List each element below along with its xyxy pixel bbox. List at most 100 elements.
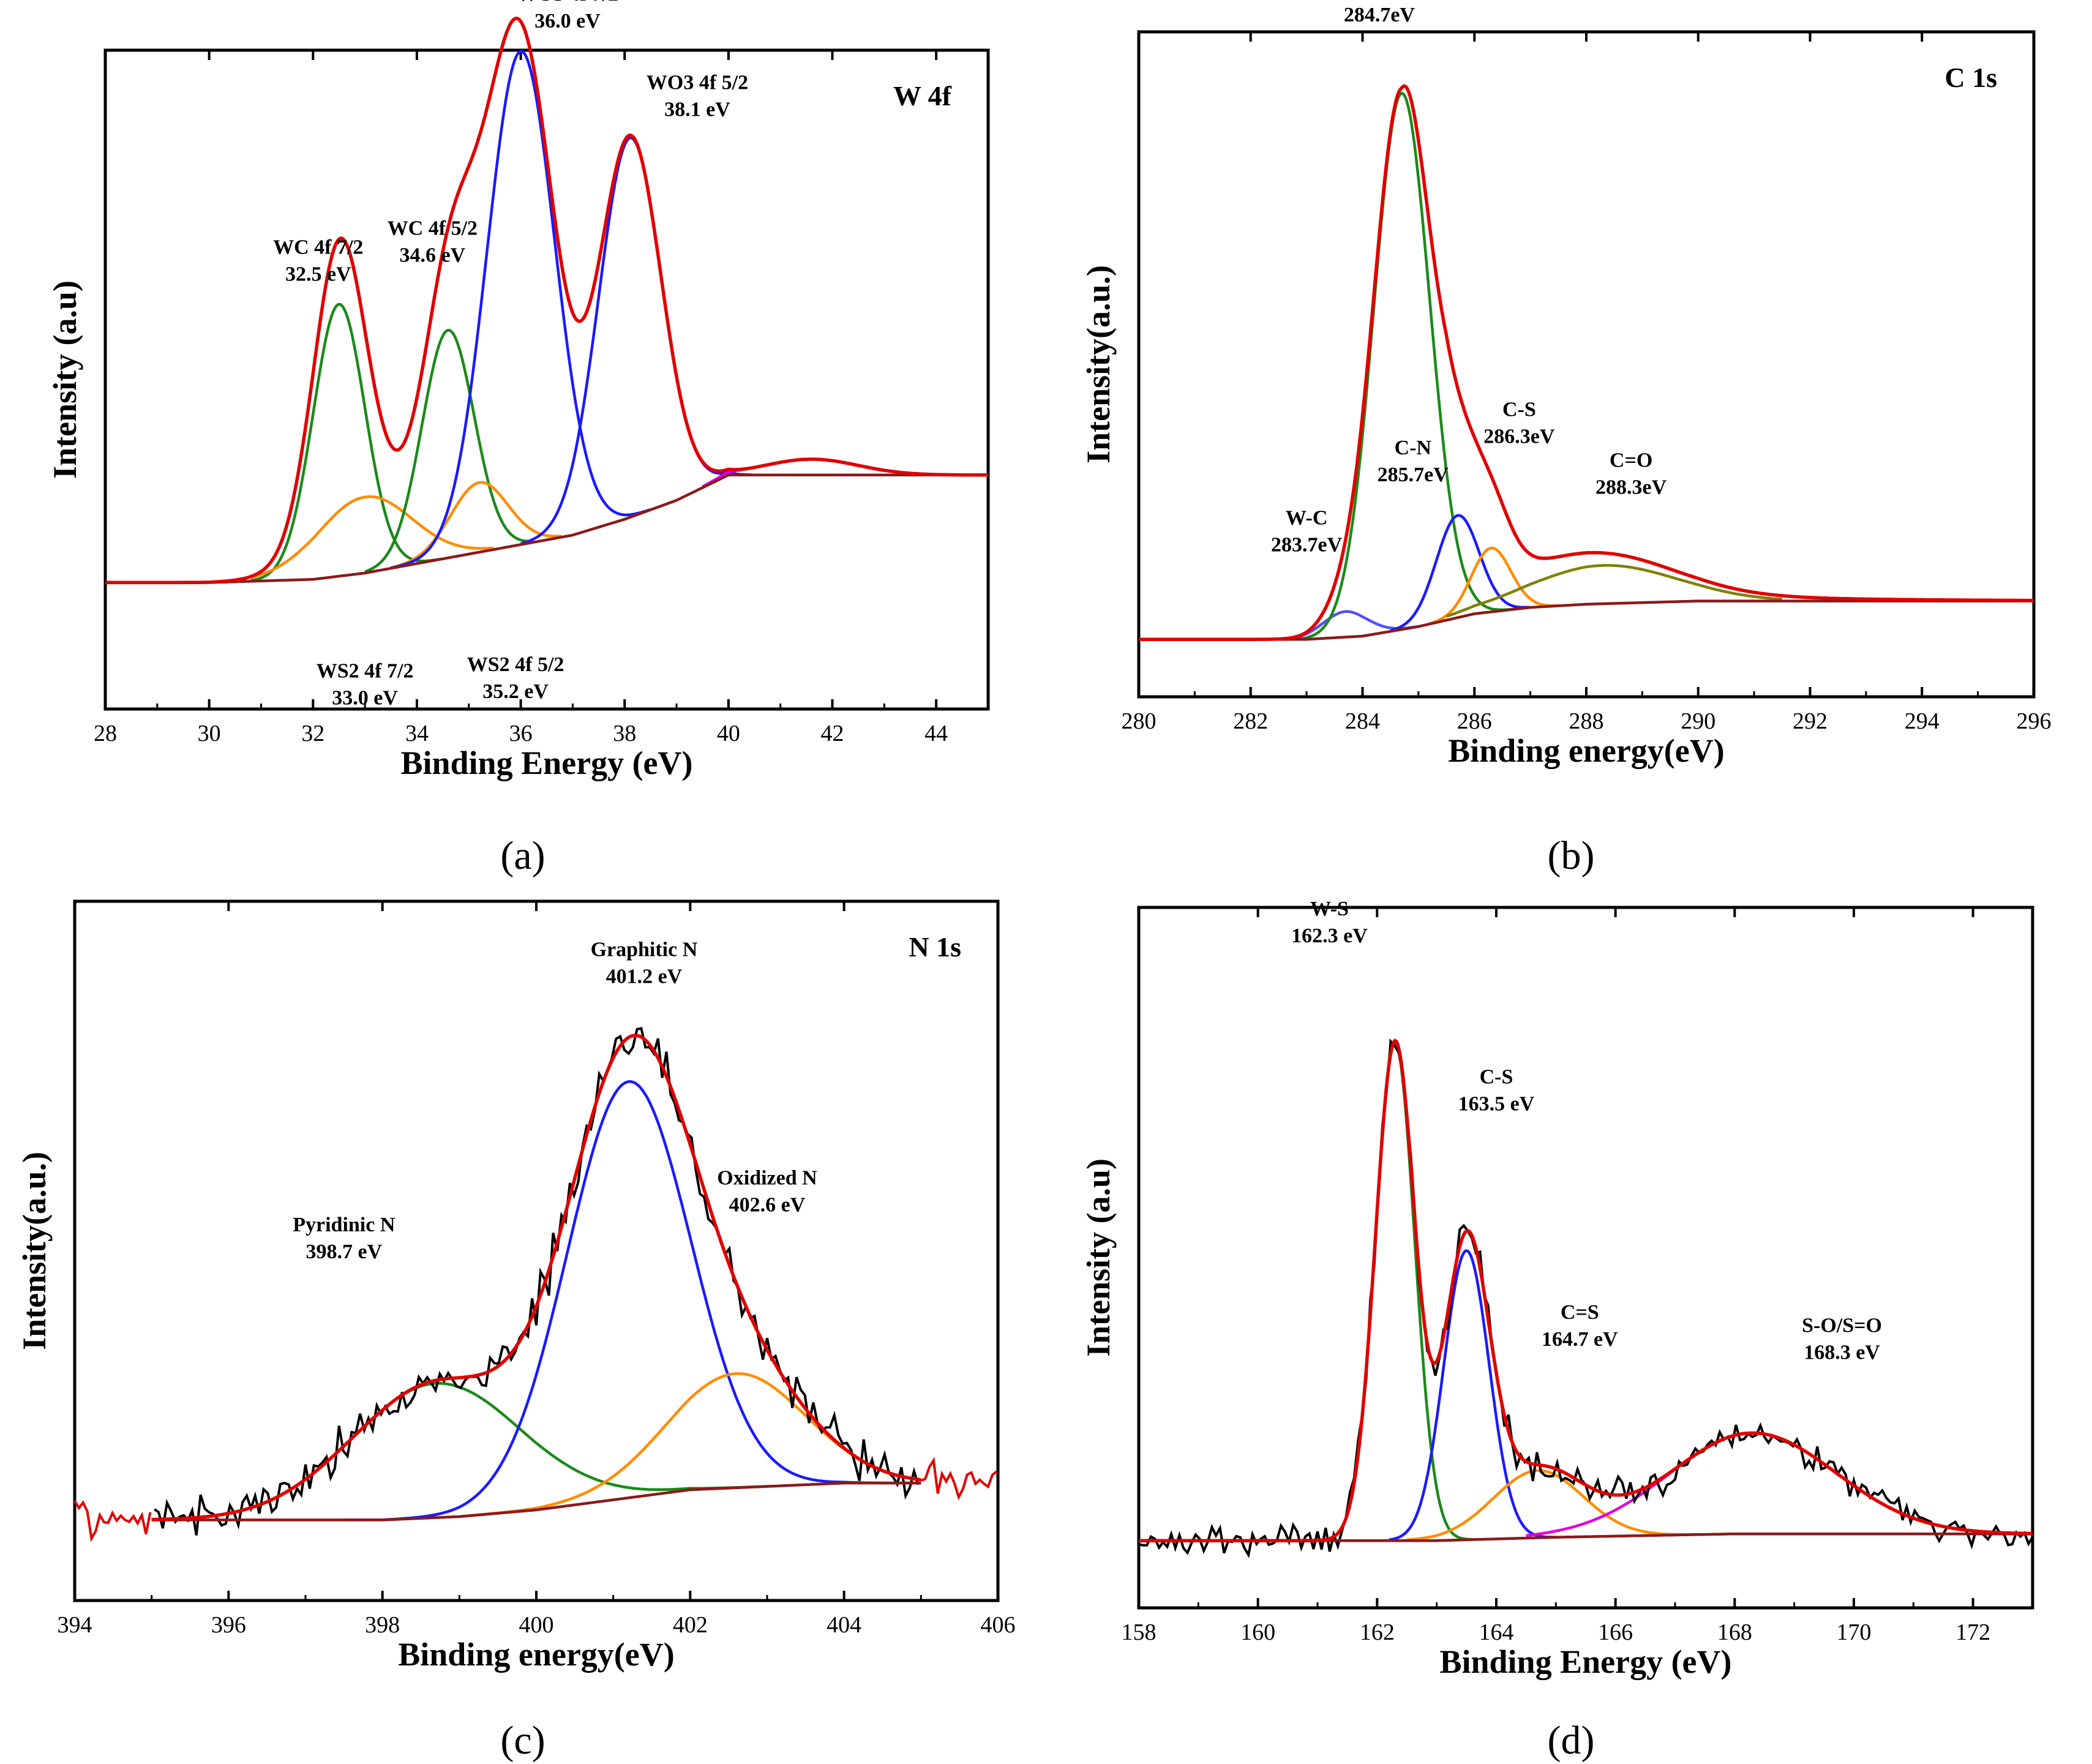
panel-label-a: (a) xyxy=(500,833,545,878)
peak-annotation: S-O/S=O xyxy=(1802,1315,1882,1337)
peak-annotation: C-N xyxy=(1395,437,1432,459)
x-tick-label: 28 xyxy=(94,721,117,746)
panel-title: C 1s xyxy=(1944,62,1997,93)
x-tick-label: 396 xyxy=(211,1612,246,1638)
plot-frame xyxy=(1137,30,2036,699)
peak-annotation: Graphitic N xyxy=(591,939,698,961)
peak-annotation: C-S xyxy=(1480,1065,1513,1088)
x-tick-label: 288 xyxy=(1569,708,1604,734)
peak-annotation: 285.7eV xyxy=(1378,464,1449,486)
panel-a: 28 30 32 34 36 38 40 42 44 Binding Energy (eV) Int… xyxy=(0,0,1046,878)
plot-frame xyxy=(103,48,990,711)
panel-label-b: (b) xyxy=(1547,833,1595,878)
panel-title: W 4f xyxy=(893,80,952,111)
x-tick-label: 168 xyxy=(1717,1620,1752,1645)
panel-label-d: (d) xyxy=(1547,1718,1595,1763)
x-tick-label: 38 xyxy=(613,721,636,746)
chart-d: 158 160 162 164 166 168 170 172 Binding Energy (… xyxy=(1080,898,2034,1680)
chart-a: 28 30 32 34 36 38 40 42 44 Binding Energy (eV) Int… xyxy=(47,0,990,781)
y-axis-label: Intensity (a.u) xyxy=(1080,1158,1117,1357)
x-axis-label: Binding energy(eV) xyxy=(1448,732,1725,769)
x-tick-label: 158 xyxy=(1122,1620,1157,1645)
x-tick-label: 284 xyxy=(1345,708,1380,734)
x-tick-label: 402 xyxy=(673,1612,708,1638)
raw-data-line-left xyxy=(73,1500,152,1542)
envelope-fit-line xyxy=(105,17,988,585)
panel-d: 158 160 162 164 166 168 170 172 Binding Energy (… xyxy=(1046,869,2092,1763)
x-axis-label: Binding Energy (eV) xyxy=(400,745,692,781)
x-tick-label: 286 xyxy=(1457,708,1492,734)
plot-frame xyxy=(73,899,1000,1602)
x-tick-label: 404 xyxy=(827,1612,861,1638)
peak-annotation: 283.7eV xyxy=(1271,534,1343,557)
x-tick-label: 282 xyxy=(1233,708,1268,734)
peak-annotation: WS2 4f 5/2 xyxy=(467,653,564,676)
raw-data-line xyxy=(1138,1038,2034,1558)
x-tick-label: 36 xyxy=(509,721,533,746)
peak-annotation: C=O xyxy=(1610,449,1652,472)
panel-label-c: (c) xyxy=(500,1718,545,1763)
raw-data-line xyxy=(154,1027,920,1536)
x-tick-label: 170 xyxy=(1837,1620,1872,1645)
x-tick-label: 40 xyxy=(717,721,740,746)
x-tick-label: 30 xyxy=(198,721,221,746)
x-tick-label: 394 xyxy=(58,1612,92,1638)
x-tick-label: 164 xyxy=(1479,1620,1514,1645)
x-tick-label: 32 xyxy=(301,721,324,746)
peak-annotation: 402.6 eV xyxy=(729,1193,806,1216)
peak-annotation: WC 4f 5/2 xyxy=(388,217,478,239)
chart-c: 394 396 398 400 402 404 406 Binding energy(eV) I… xyxy=(16,899,1016,1673)
peak-annotation: 38.1 eV xyxy=(664,99,730,121)
peak-annotation: 163.5 eV xyxy=(1458,1092,1535,1115)
component-peak xyxy=(1429,546,1558,625)
component-peak xyxy=(1389,1249,1556,1542)
x-tick-label: 294 xyxy=(1905,708,1940,734)
component-peak xyxy=(1390,514,1529,632)
peak-annotation: 284.7eV xyxy=(1344,4,1415,26)
component-peak xyxy=(343,1080,921,1522)
component-peak xyxy=(250,302,443,582)
x-tick-label: 398 xyxy=(365,1612,400,1638)
peak-annotation: WC 4f 7/2 xyxy=(273,236,363,258)
component-peak xyxy=(1278,92,1530,641)
x-tick-label: 290 xyxy=(1681,708,1715,734)
plot-frame xyxy=(1137,906,2034,1610)
peak-annotation: C-S xyxy=(1502,398,1536,421)
component-peak xyxy=(1445,564,1782,618)
background-line xyxy=(1139,599,2034,641)
x-tick-label: 42 xyxy=(821,721,844,746)
component-peak xyxy=(520,136,754,546)
peak-annotation: C=S xyxy=(1561,1301,1599,1324)
y-axis-label: Intensity(a.u.) xyxy=(16,1152,53,1350)
component-peak xyxy=(390,50,651,569)
peak-annotation: Oxidized N xyxy=(717,1166,817,1189)
x-tick-label: 400 xyxy=(519,1612,554,1638)
peak-annotation: 33.0 eV xyxy=(332,686,398,709)
x-tick-label: 292 xyxy=(1793,708,1828,734)
envelope-fit-line xyxy=(151,1034,921,1522)
peak-annotation: WO3 4f 5/2 xyxy=(647,72,748,94)
peak-annotation: Pyridinic N xyxy=(293,1214,396,1236)
peak-annotation: 162.3 eV xyxy=(1291,925,1368,947)
background-line xyxy=(151,1481,921,1522)
background-line xyxy=(105,473,988,584)
x-tick-label: 296 xyxy=(2017,708,2052,734)
panel-b: 280 282 284 286 288 290 292 294 296 Binding energ… xyxy=(1046,0,2092,878)
peak-annotation: W-S xyxy=(1310,898,1349,920)
x-axis-label: Binding Energy (eV) xyxy=(1439,1643,1731,1680)
x-tick-label: 44 xyxy=(924,721,948,746)
x-axis-label: Binding energy(eV) xyxy=(398,1636,675,1673)
y-axis-label: Intensity(a.u.) xyxy=(1080,265,1117,464)
panel-c: 394 396 398 400 402 404 406 Binding energy(eV) I… xyxy=(0,869,1046,1763)
peak-annotation: 34.6 eV xyxy=(400,244,466,266)
peak-annotation: 164.7 eV xyxy=(1542,1328,1618,1351)
peak-annotation: W-C xyxy=(1286,507,1328,530)
chart-b: 280 282 284 286 288 290 292 294 296 Binding energ… xyxy=(1080,4,2052,769)
peak-annotation: 168.3 eV xyxy=(1804,1342,1880,1364)
x-tick-label: 280 xyxy=(1122,708,1157,734)
peak-annotation: 288.3eV xyxy=(1595,476,1667,499)
x-tick-label: 34 xyxy=(405,721,429,746)
component-peak xyxy=(390,481,562,569)
peak-annotation: 32.5 eV xyxy=(285,263,351,285)
x-tick-label: 406 xyxy=(981,1612,1016,1638)
